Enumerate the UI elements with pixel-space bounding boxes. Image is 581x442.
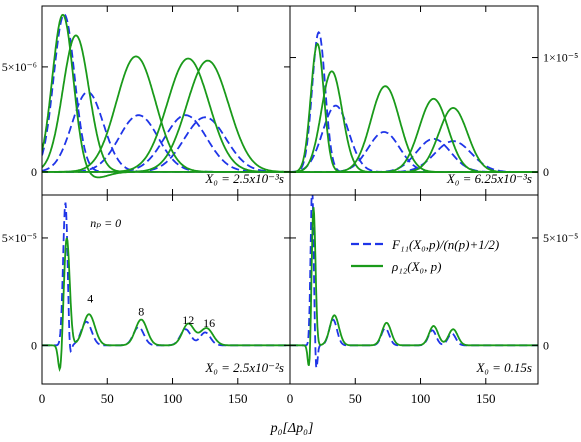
legend-solid-label: ρ₁₂(X₀, p)	[391, 259, 441, 274]
panel-annotation: X₀ = 2.5x10⁻³s	[204, 171, 284, 186]
series-dashed-0	[42, 202, 290, 353]
panel-annotation: X₀ = 0.15s	[475, 360, 532, 375]
panel-bottom-left: 0 50 100 150 0 5×10⁻⁵ X₀ = 2.5x10⁻²s nₚ = 0 4 8 12…	[2, 194, 291, 406]
y-tick-label: 0	[31, 338, 37, 352]
legend-dashed-label: F₁₁(X₀,p)/(n(p)+1/2)	[391, 237, 499, 252]
panel-lines	[290, 30, 538, 174]
panel-top-left: 0 5×10⁻⁶ X₀ = 2.5x10⁻³s	[2, 5, 291, 196]
panel-bottom-right: 0 50 100 150 0 5×10⁻⁵ X₀ = 0.15s	[287, 194, 578, 406]
series-dashed-0	[290, 195, 538, 371]
panel-lines	[42, 202, 290, 373]
y-tick-label: 5×10⁻⁵	[543, 231, 578, 245]
panel-annotation: X₀ = 6.25x10⁻³s	[446, 171, 532, 186]
x-tick-label: 150	[476, 391, 496, 406]
y-tick-label: 5×10⁻⁶	[2, 60, 37, 74]
x-tick-label: 50	[101, 391, 114, 406]
series-solid-9	[42, 59, 290, 173]
x-axis-label: p₀[Δp₀]	[270, 421, 314, 436]
series-solid-5	[290, 42, 538, 174]
y-tick-label: 0	[543, 165, 549, 179]
series-solid-1	[42, 237, 290, 373]
x-tick-label: 50	[349, 391, 362, 406]
peak-label: 16	[203, 316, 215, 330]
panel-top-right: 0 1×10⁻⁵ X₀ = 6.25x10⁻³s	[289, 5, 578, 196]
y-tick-label: 5×10⁻⁵	[2, 231, 37, 245]
series-dashed-0	[290, 30, 538, 174]
panel-frame	[41, 5, 291, 196]
x-tick-label: 0	[39, 391, 46, 406]
panel-frame	[41, 194, 291, 385]
y-tick-label: 1×10⁻⁵	[543, 51, 578, 65]
panel-frame	[289, 194, 539, 385]
x-tick-label: 150	[228, 391, 248, 406]
series-solid-9	[290, 106, 538, 174]
x-tick-label: 0	[287, 391, 294, 406]
series-solid-1	[290, 207, 538, 367]
peak-label: 8	[138, 304, 144, 318]
panel-annotation: X₀ = 2.5x10⁻²s	[204, 360, 284, 375]
x-tick-label: 100	[411, 391, 431, 406]
panel-lines	[290, 195, 538, 371]
peak-label: 12	[182, 313, 194, 327]
legend: F₁₁(X₀,p)/(n(p)+1/2) ρ₁₂(X₀, p)	[351, 237, 499, 274]
peak-label: 4	[87, 291, 93, 305]
x-tick-label: 100	[163, 391, 183, 406]
y-tick-label: 0	[543, 338, 549, 352]
y-tick-label: 0	[31, 165, 37, 179]
peak-label: nₚ = 0	[90, 216, 121, 230]
series-dashed-4	[290, 140, 538, 174]
panel-lines	[42, 13, 290, 179]
series-solid-7	[42, 55, 290, 173]
